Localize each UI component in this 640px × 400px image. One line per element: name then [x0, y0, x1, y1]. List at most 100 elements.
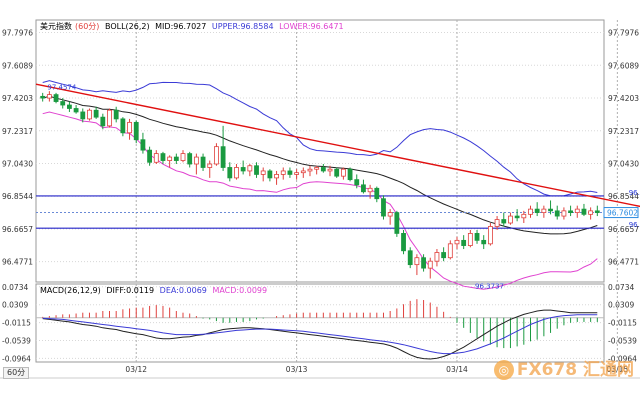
candle-body	[46, 94, 52, 99]
price-tick-right: 96.6657	[608, 225, 639, 234]
candle-body	[320, 167, 326, 172]
candle-body	[153, 153, 159, 163]
symbol-name: 美元指数	[40, 22, 72, 31]
candle-body	[474, 233, 480, 241]
candle-body	[487, 226, 493, 245]
candle-body	[234, 167, 239, 179]
candle-body	[260, 170, 266, 175]
last-price-label: 96.7602	[607, 209, 638, 218]
candle-body	[160, 153, 166, 161]
macd-tick-left: -0.0964	[2, 354, 31, 363]
candle-body	[140, 139, 146, 151]
candle-body	[53, 94, 59, 102]
price-annotation: 96.6652	[629, 221, 640, 229]
macd-tick-right: -0.0964	[608, 354, 637, 363]
candle-body	[387, 212, 393, 217]
price-tick-right: 97.7976	[608, 29, 639, 38]
candle-body	[501, 219, 507, 224]
candle-body	[173, 156, 179, 161]
candle-body	[167, 156, 173, 161]
candle-body	[200, 156, 206, 168]
candle-body	[147, 149, 153, 163]
candle-body	[80, 111, 86, 120]
candle-body	[481, 239, 487, 245]
date-tick-label: 03/13	[286, 365, 308, 374]
candle-body	[528, 208, 533, 215]
candle-body	[207, 163, 213, 168]
price-tick-right: 96.8544	[608, 192, 639, 201]
candle-body	[354, 179, 360, 186]
period-label: (60分)	[75, 22, 100, 31]
candle-body	[254, 165, 259, 175]
price-tick-right: 97.6089	[608, 61, 639, 70]
price-annotation: 96.3737	[475, 283, 504, 291]
macd-tick-left: -0.0115	[2, 319, 31, 328]
candle-body	[294, 172, 300, 175]
price-tick-right: 96.4771	[608, 258, 639, 267]
candle-body	[240, 167, 246, 172]
candle-body	[461, 239, 467, 246]
price-annotation: 97.4574	[47, 84, 76, 92]
price-annotation: 96.8500	[629, 189, 640, 197]
candle-body	[421, 257, 426, 269]
candle-body	[267, 170, 273, 179]
candle-body	[541, 208, 547, 213]
watermark-circle-icon: ◎	[493, 360, 514, 380]
boll-mid-line	[42, 95, 598, 235]
period-button[interactable]: 60分	[3, 367, 30, 379]
last-price-badge	[603, 207, 639, 219]
candle-body	[594, 210, 600, 213]
date-tick-label: 03/14	[446, 365, 468, 374]
macd-legend: MACD(26,12,9) DIFF:0.0119 DEA:0.0069 MAC…	[40, 286, 270, 296]
candle-body	[581, 208, 587, 215]
candle-body	[274, 174, 279, 179]
candle-body	[407, 250, 413, 266]
candle-body	[307, 168, 313, 172]
candle-body	[87, 109, 92, 120]
candle-body	[534, 208, 540, 213]
candle-body	[314, 167, 320, 170]
candle-body	[340, 168, 346, 177]
candle-body	[548, 208, 553, 212]
candle-body	[40, 95, 46, 99]
candle-body	[193, 156, 199, 165]
candle-body	[287, 170, 293, 175]
candle-body	[220, 146, 226, 168]
candle-body	[427, 260, 433, 269]
candle-body	[374, 187, 380, 200]
candle-body	[180, 153, 186, 161]
candle-body	[93, 109, 99, 118]
candle-body	[394, 212, 400, 234]
boll-upper: UPPER:96.8584	[211, 22, 274, 31]
candle-body	[300, 170, 306, 174]
candle-body	[447, 243, 453, 259]
candle-body	[327, 168, 333, 172]
price-tick-left: 96.6657	[2, 225, 33, 234]
candle-body	[574, 208, 580, 213]
candle-body	[100, 116, 106, 127]
candle-body	[381, 198, 386, 217]
macd-diff-line	[42, 309, 598, 360]
candle-body	[280, 170, 286, 175]
candle-body	[347, 168, 353, 181]
trend-line	[35, 83, 640, 208]
price-tick-left: 97.7976	[2, 29, 33, 38]
candle-body	[514, 215, 520, 219]
macd-tick-left: -0.0539	[2, 336, 31, 345]
price-tick-left: 97.6089	[2, 61, 33, 70]
price-tick-right: 97.0430	[608, 159, 639, 168]
boll-label: BOLL(26,2)	[104, 22, 150, 31]
macd-tick-left: 0.0734	[2, 283, 28, 292]
candle-body	[107, 109, 112, 127]
macd-tick-right: 0.0734	[608, 283, 634, 292]
candle-body	[127, 121, 132, 134]
candle-body	[401, 233, 406, 252]
candle-body	[508, 215, 513, 224]
candle-body	[521, 213, 527, 219]
candle-body	[227, 167, 233, 179]
candle-body	[494, 219, 500, 227]
date-tick-label: 03/15	[607, 365, 629, 374]
price-tick-left: 96.8544	[2, 192, 33, 201]
macd-label: MACD(26,12,9)	[40, 286, 101, 295]
candle-body	[67, 104, 72, 109]
